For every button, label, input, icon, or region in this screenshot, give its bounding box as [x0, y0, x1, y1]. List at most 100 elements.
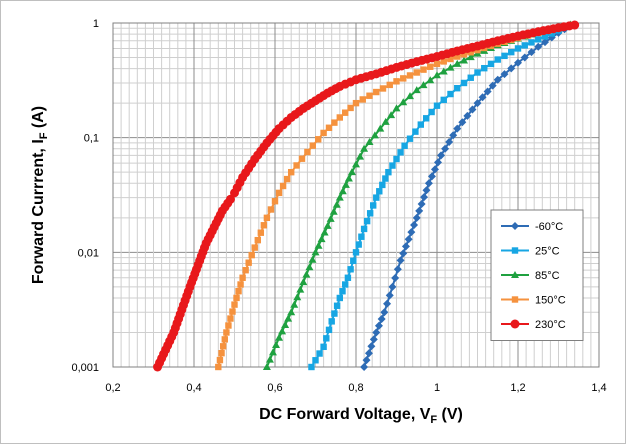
- data-point: [388, 282, 397, 291]
- data-point: [541, 38, 549, 47]
- data-point: [433, 71, 441, 79]
- legend-entry: 230°C: [501, 319, 566, 331]
- data-point: [342, 109, 349, 116]
- data-point: [339, 288, 346, 295]
- data-point: [293, 162, 300, 169]
- data-point: [487, 60, 495, 68]
- y-axis-title-tail: (A): [30, 106, 47, 133]
- data-point: [440, 96, 447, 104]
- data-point: [320, 129, 327, 137]
- data-point: [406, 135, 414, 142]
- data-point: [355, 241, 362, 248]
- data-point: [320, 343, 327, 351]
- data-point: [260, 222, 268, 229]
- data-point: [463, 111, 472, 120]
- data-point: [460, 56, 468, 64]
- data-point: [473, 99, 482, 108]
- legend-label: 85°C: [535, 270, 560, 282]
- data-point: [356, 152, 365, 160]
- x-tick-label: 1,2: [510, 382, 525, 394]
- x-axis-title-subscript: F: [430, 414, 437, 426]
- data-point: [323, 335, 330, 342]
- data-point: [229, 308, 236, 315]
- data-point: [369, 335, 378, 344]
- x-tick-label: 0,2: [105, 382, 120, 394]
- data-point: [468, 105, 477, 114]
- data-point: [427, 63, 434, 70]
- data-point: [445, 138, 454, 147]
- data-point: [400, 75, 407, 82]
- legend-entry: 25°C: [501, 246, 560, 258]
- data-point: [317, 235, 326, 243]
- data-point: [237, 281, 244, 288]
- data-point: [271, 197, 279, 205]
- data-point: [336, 294, 343, 302]
- data-point: [302, 270, 311, 278]
- legend-entry: 85°C: [501, 270, 560, 282]
- legend-entry: -60°C: [501, 221, 563, 233]
- data-point: [541, 33, 549, 40]
- data-point: [427, 172, 436, 181]
- data-point: [413, 69, 420, 76]
- data-point: [417, 200, 426, 209]
- y-tick-labels: 0,001 0,01 0,1 1: [71, 18, 99, 374]
- data-point: [362, 356, 371, 365]
- data-point: [374, 321, 383, 330]
- data-point: [376, 188, 383, 195]
- data-point: [293, 293, 302, 301]
- data-point: [329, 207, 338, 215]
- data-point: [231, 301, 238, 308]
- data-point: [401, 242, 410, 251]
- data-point: [441, 144, 450, 153]
- data-point: [359, 96, 366, 103]
- data-point: [312, 357, 319, 364]
- data-point: [424, 179, 433, 188]
- data-point: [227, 315, 234, 322]
- data-point: [404, 235, 413, 244]
- data-point: [278, 327, 287, 335]
- data-point: [367, 342, 376, 351]
- data-point: [360, 363, 369, 371]
- data-point: [288, 168, 295, 176]
- data-point: [382, 175, 389, 182]
- data-point: [407, 228, 416, 237]
- data-point: [275, 189, 283, 197]
- data-point: [305, 263, 314, 271]
- data-point: [341, 180, 350, 188]
- data-point: [454, 85, 461, 92]
- data-point: [372, 328, 381, 337]
- data-point: [344, 274, 352, 281]
- data-point: [453, 124, 462, 133]
- data-point: [399, 98, 408, 106]
- y-tick-label: 1: [93, 18, 99, 30]
- data-point: [365, 138, 374, 146]
- data-point: [248, 251, 255, 259]
- data-point: [449, 131, 458, 140]
- data-point: [215, 363, 222, 371]
- data-point: [308, 255, 317, 263]
- data-point: [299, 278, 308, 286]
- data-point: [335, 193, 344, 201]
- x-axis-title: DC Forward Voltage, VF (V): [259, 406, 463, 426]
- series-1: [360, 21, 575, 371]
- data-point: [508, 48, 515, 56]
- data-point: [225, 194, 235, 204]
- data-point: [534, 42, 543, 51]
- data-point: [219, 343, 227, 350]
- data-point: [281, 321, 290, 329]
- data-point: [267, 206, 275, 213]
- data-point: [422, 186, 431, 195]
- data-point: [535, 36, 542, 43]
- data-point: [399, 249, 408, 258]
- data-point: [379, 181, 386, 189]
- data-point: [233, 294, 240, 302]
- data-point: [352, 249, 360, 256]
- data-point: [325, 124, 333, 131]
- data-point: [417, 121, 424, 128]
- data-point: [406, 72, 414, 79]
- legend-marker: [510, 319, 520, 329]
- data-point: [263, 214, 271, 222]
- data-point: [290, 300, 299, 308]
- data-point: [265, 355, 274, 363]
